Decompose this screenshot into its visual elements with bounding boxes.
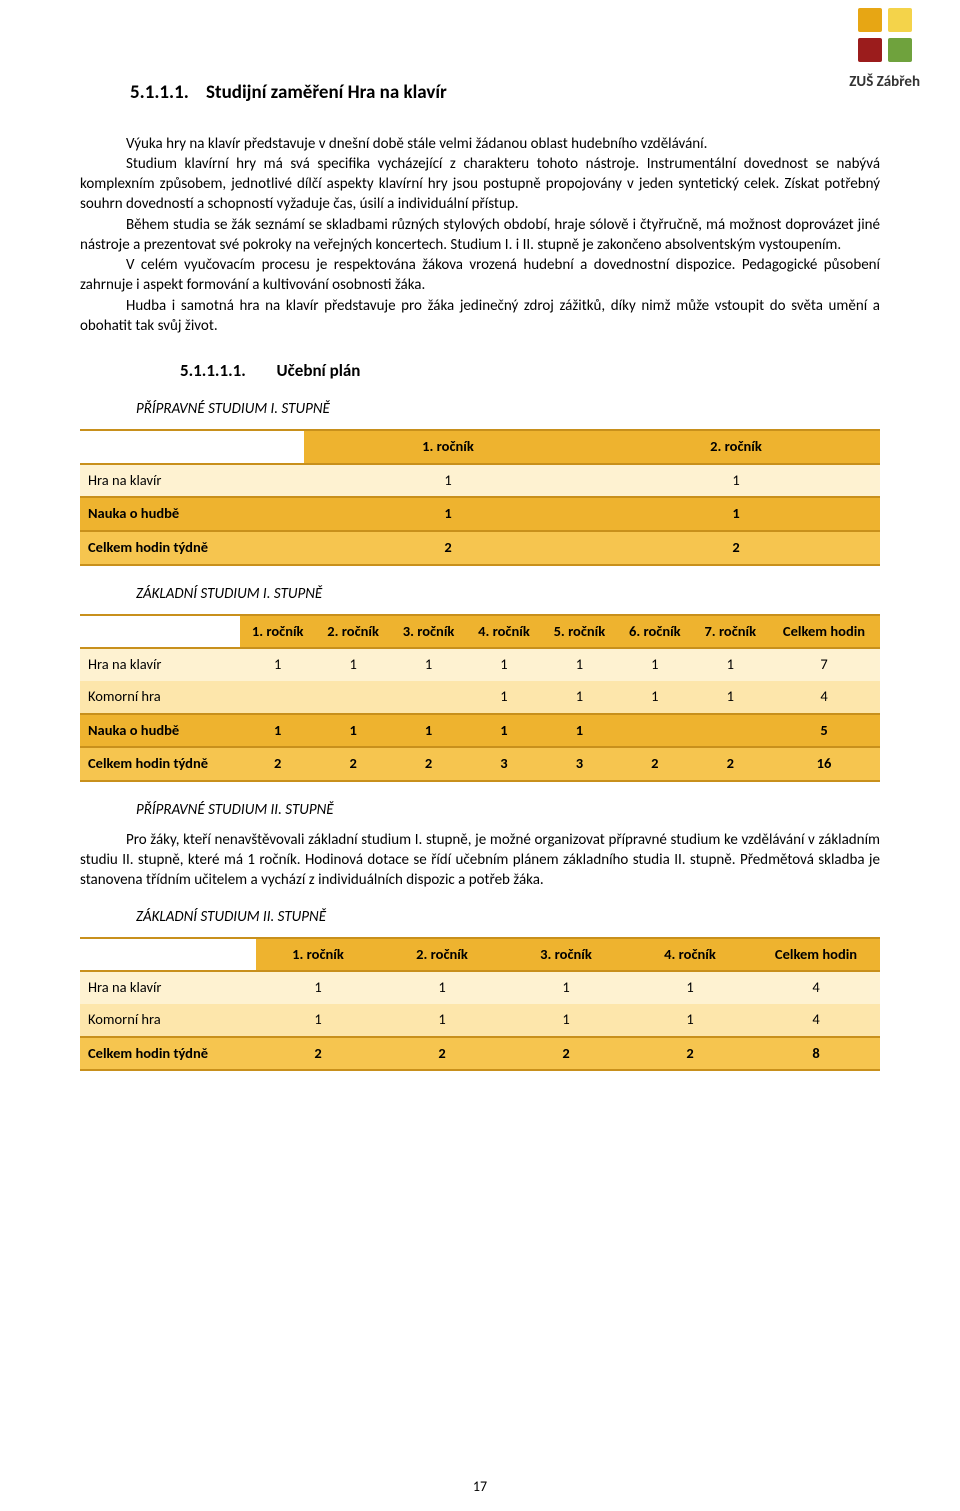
paragraph: Pro žáky, kteří nenavštěvovali základní … (80, 830, 880, 891)
logo-icon (858, 8, 912, 62)
page-number: 17 (0, 1478, 960, 1497)
paragraph: Hudba i samotná hra na klavír představuj… (80, 296, 880, 337)
table-header-row: 1. ročník 2. ročník (80, 430, 880, 464)
col-header: 2. ročník (592, 430, 880, 464)
table-row: Hra na klavír 1 1 1 1 1 1 1 7 (80, 648, 880, 681)
table-total-row: Celkem hodin týdně 2 2 (80, 531, 880, 565)
col-header: 1. ročník (304, 430, 592, 464)
label-prep1: PŘÍPRAVNÉ STUDIUM I. STUPNĚ (136, 399, 880, 419)
school-logo: ZUŠ Zábřeh (849, 8, 920, 93)
row-label: Celkem hodin týdně (80, 531, 304, 565)
document-page: ZUŠ Zábřeh 5.1.1.1. Studijní zaměření Hr… (0, 0, 960, 1511)
chapter-heading: 5.1.1.1. Studijní zaměření Hra na klavír (130, 80, 880, 106)
label-basic1: ZÁKLADNÍ STUDIUM I. STUPNĚ (136, 584, 880, 604)
label-basic2: ZÁKLADNÍ STUDIUM II. STUPNĚ (136, 907, 880, 927)
paragraph: Výuka hry na klavír představuje v dnešní… (80, 134, 880, 154)
paragraph: Během studia se žák seznámí se skladbami… (80, 215, 880, 256)
table-prep1: 1. ročník 2. ročník Hra na klavír 1 1 Na… (80, 429, 880, 565)
table-total-row: Celkem hodin týdně 2 2 2 2 8 (80, 1037, 880, 1071)
row-label: Nauka o hudbě (80, 497, 304, 531)
paragraph: V celém vyučovacím procesu je respektová… (80, 255, 880, 296)
paragraph: Studium klavírní hry má svá specifika vy… (80, 154, 880, 215)
heading-number: 5.1.1.1. (130, 81, 189, 104)
table-total-row: Celkem hodin týdně 2 2 2 3 3 2 2 16 (80, 747, 880, 781)
table-basic2: 1. ročník 2. ročník 3. ročník 4. ročník … (80, 937, 880, 1071)
sub-title: Učební plán (277, 360, 361, 381)
label-prep2: PŘÍPRAVNÉ STUDIUM II. STUPNĚ (136, 800, 880, 820)
table-row: Hra na klavír 1 1 1 1 4 (80, 971, 880, 1004)
row-label: Hra na klavír (80, 464, 304, 498)
subheading-plan: 5.1.1.1.1. Učební plán (180, 360, 880, 383)
table-row: Komorní hra 1 1 1 1 4 (80, 1004, 880, 1037)
table-basic1: 1. ročník 2. ročník 3. ročník 4. ročník … (80, 614, 880, 782)
table-row: Komorní hra 1 1 1 1 4 (80, 681, 880, 714)
table-header-row: 1. ročník 2. ročník 3. ročník 4. ročník … (80, 938, 880, 972)
table-header-row: 1. ročník 2. ročník 3. ročník 4. ročník … (80, 615, 880, 649)
table-row: Nauka o hudbě 1 1 1 1 1 5 (80, 714, 880, 748)
sub-number: 5.1.1.1.1. (180, 360, 246, 381)
heading-title: Studijní zaměření Hra na klavír (206, 81, 447, 104)
table-row: Hra na klavír 1 1 (80, 464, 880, 498)
table-row: Nauka o hudbě 1 1 (80, 497, 880, 531)
logo-text: ZUŠ Zábřeh (849, 72, 920, 92)
